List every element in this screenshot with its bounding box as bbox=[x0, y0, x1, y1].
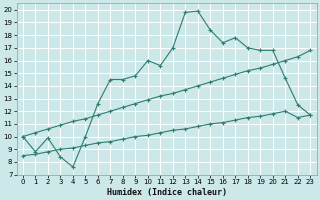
X-axis label: Humidex (Indice chaleur): Humidex (Indice chaleur) bbox=[107, 188, 227, 197]
